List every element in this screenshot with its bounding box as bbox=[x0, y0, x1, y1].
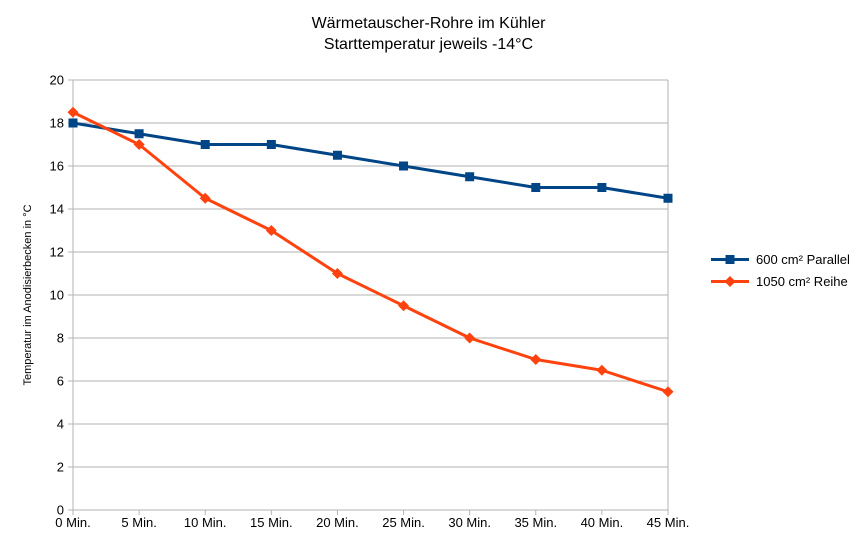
data-point-marker bbox=[663, 193, 673, 203]
y-tick-label: 18 bbox=[50, 116, 64, 131]
data-point-marker bbox=[398, 300, 410, 312]
legend-square-marker-icon bbox=[711, 255, 749, 264]
chart-title-line1: Wärmetauscher-Rohre im Kühler bbox=[311, 15, 546, 32]
chart-title: Wärmetauscher-Rohre im Kühler Starttempe… bbox=[0, 13, 857, 55]
x-tick-label: 40 Min. bbox=[581, 515, 624, 530]
data-point-marker bbox=[465, 172, 475, 182]
data-point-marker bbox=[199, 192, 211, 204]
data-point-marker bbox=[597, 183, 607, 192]
y-tick-label: 20 bbox=[50, 73, 64, 88]
x-tick-label: 30 Min. bbox=[448, 515, 491, 530]
data-point-marker bbox=[331, 268, 343, 279]
y-tick-label: 0 bbox=[57, 503, 64, 518]
x-tick-label: 5 Min. bbox=[121, 515, 156, 530]
y-axis-title: Temperatur im Anodisierbecken in °C bbox=[22, 204, 34, 386]
data-point-marker bbox=[68, 118, 78, 128]
y-tick-label: 12 bbox=[50, 245, 64, 260]
data-point-marker bbox=[596, 364, 608, 376]
data-point-marker bbox=[67, 106, 79, 118]
data-point-marker bbox=[200, 140, 210, 149]
data-point-marker bbox=[265, 225, 277, 236]
legend-label-reihe: 1050 cm² Reihe bbox=[756, 274, 848, 289]
chart-title-line2: Starttemperatur jeweils -14°C bbox=[323, 36, 534, 53]
legend-marker bbox=[725, 255, 735, 264]
legend-marker bbox=[724, 276, 736, 287]
legend: 600 cm² Parallel 1050 cm² Reihe bbox=[710, 252, 850, 289]
data-point-marker bbox=[134, 129, 144, 139]
y-tick-label: 8 bbox=[57, 331, 64, 346]
series-line-0 bbox=[71, 121, 670, 200]
legend-diamond-marker-icon bbox=[711, 276, 749, 287]
y-tick-label: 10 bbox=[50, 288, 64, 303]
data-point-marker bbox=[332, 150, 342, 160]
x-tick-label: 20 Min. bbox=[316, 515, 359, 530]
y-tick-label: 6 bbox=[57, 374, 64, 389]
x-tick-label: 35 Min. bbox=[514, 515, 557, 530]
data-point-marker bbox=[530, 354, 542, 365]
y-tick-label: 2 bbox=[57, 460, 64, 475]
x-tick-label: 15 Min. bbox=[250, 515, 293, 530]
legend-item-reihe: 1050 cm² Reihe bbox=[710, 274, 850, 289]
series-line-1 bbox=[71, 110, 670, 394]
legend-label-parallel: 600 cm² Parallel bbox=[756, 252, 850, 267]
data-point-marker bbox=[662, 386, 674, 398]
y-tick-label: 14 bbox=[50, 202, 64, 217]
legend-item-parallel: 600 cm² Parallel bbox=[710, 252, 850, 267]
x-tick-label: 25 Min. bbox=[382, 515, 425, 530]
x-tick-label: 45 Min. bbox=[647, 515, 690, 530]
data-point-marker bbox=[133, 139, 145, 150]
data-point-marker bbox=[531, 183, 541, 192]
data-point-marker bbox=[266, 140, 276, 149]
x-tick-label: 0 Min. bbox=[55, 515, 90, 530]
x-tick-label: 10 Min. bbox=[184, 515, 227, 530]
y-tick-label: 16 bbox=[50, 159, 64, 174]
data-point-marker bbox=[399, 161, 409, 171]
y-tick-label: 4 bbox=[57, 417, 64, 432]
data-point-marker bbox=[464, 332, 476, 344]
